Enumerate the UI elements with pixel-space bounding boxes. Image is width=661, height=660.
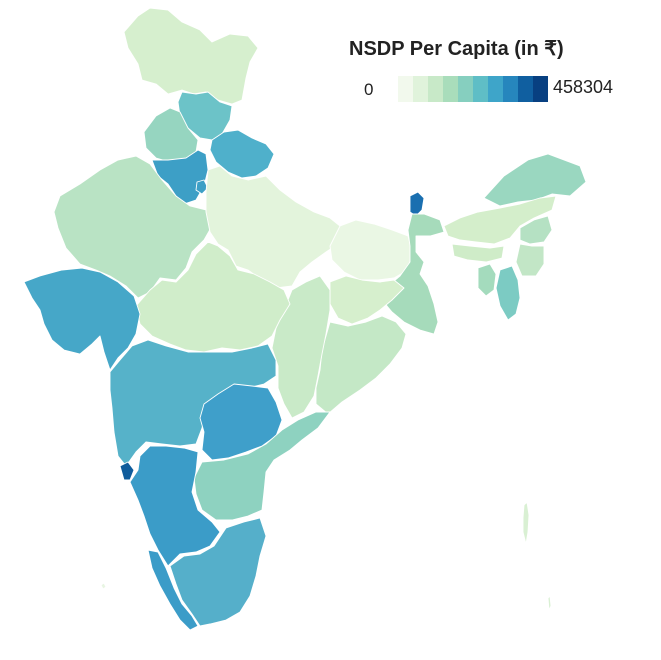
legend-swatch (413, 76, 428, 102)
legend-color-bar (398, 76, 548, 102)
legend-swatch (518, 76, 533, 102)
region-lakshadweep[interactable]: Lakshadweep (100, 582, 107, 590)
region-meghalaya[interactable]: Meghalaya (451, 243, 505, 263)
region-rajasthan[interactable]: Rajasthan (53, 155, 213, 299)
legend-swatch (533, 76, 548, 102)
legend-min-label: 0 (364, 80, 374, 99)
legend-swatch (458, 76, 473, 102)
region-andhra-pradesh[interactable]: Andhra Pradesh (193, 411, 331, 521)
region-nagaland[interactable]: Nagaland (519, 215, 553, 245)
region-kerala[interactable]: Kerala (147, 549, 199, 631)
region-karnataka[interactable]: Karnataka (129, 445, 221, 567)
region-assam[interactable]: Assam (443, 195, 557, 245)
region-sikkim[interactable]: Sikkim (409, 191, 425, 217)
region-mizoram[interactable]: Mizoram (495, 265, 521, 321)
region-gujarat[interactable]: Gujarat (23, 267, 141, 371)
region-arunachal-pradesh[interactable]: Arunachal Pradesh (483, 153, 587, 207)
region-odisha[interactable]: Odisha (315, 315, 407, 415)
region-madhya-pradesh[interactable]: Madhya Pradesh (135, 241, 291, 353)
region-uttar-pradesh[interactable]: Uttar Pradesh (205, 165, 341, 289)
legend-title: NSDP Per Capita (in ₹) (349, 38, 564, 60)
region-uttarakhand[interactable]: Uttarakhand (209, 129, 275, 179)
legend-swatch (473, 76, 488, 102)
region-goa[interactable]: Goa (119, 461, 135, 481)
region-andaman-nicobar[interactable]: Andaman & Nicobar Islands (522, 501, 552, 611)
legend-swatch (503, 76, 518, 102)
region-tripura[interactable]: Tripura (477, 263, 497, 297)
legend-swatch (443, 76, 458, 102)
legend-swatch (398, 76, 413, 102)
region-jammu-kashmir[interactable]: Jammu & Kashmir (123, 7, 259, 105)
legend-swatch (488, 76, 503, 102)
region-west-bengal[interactable]: West Bengal (381, 213, 445, 335)
region-chhattisgarh[interactable]: Chhattisgarh (271, 275, 331, 419)
region-jharkhand[interactable]: Jharkhand (329, 275, 405, 325)
region-delhi[interactable]: Delhi (195, 179, 209, 195)
legend-swatch (428, 76, 443, 102)
region-tamil-nadu[interactable]: Tamil Nadu (169, 517, 267, 627)
region-manipur[interactable]: Manipur (515, 243, 545, 277)
region-bihar[interactable]: Bihar (329, 219, 413, 281)
legend-max-label: 458304 (553, 77, 614, 97)
